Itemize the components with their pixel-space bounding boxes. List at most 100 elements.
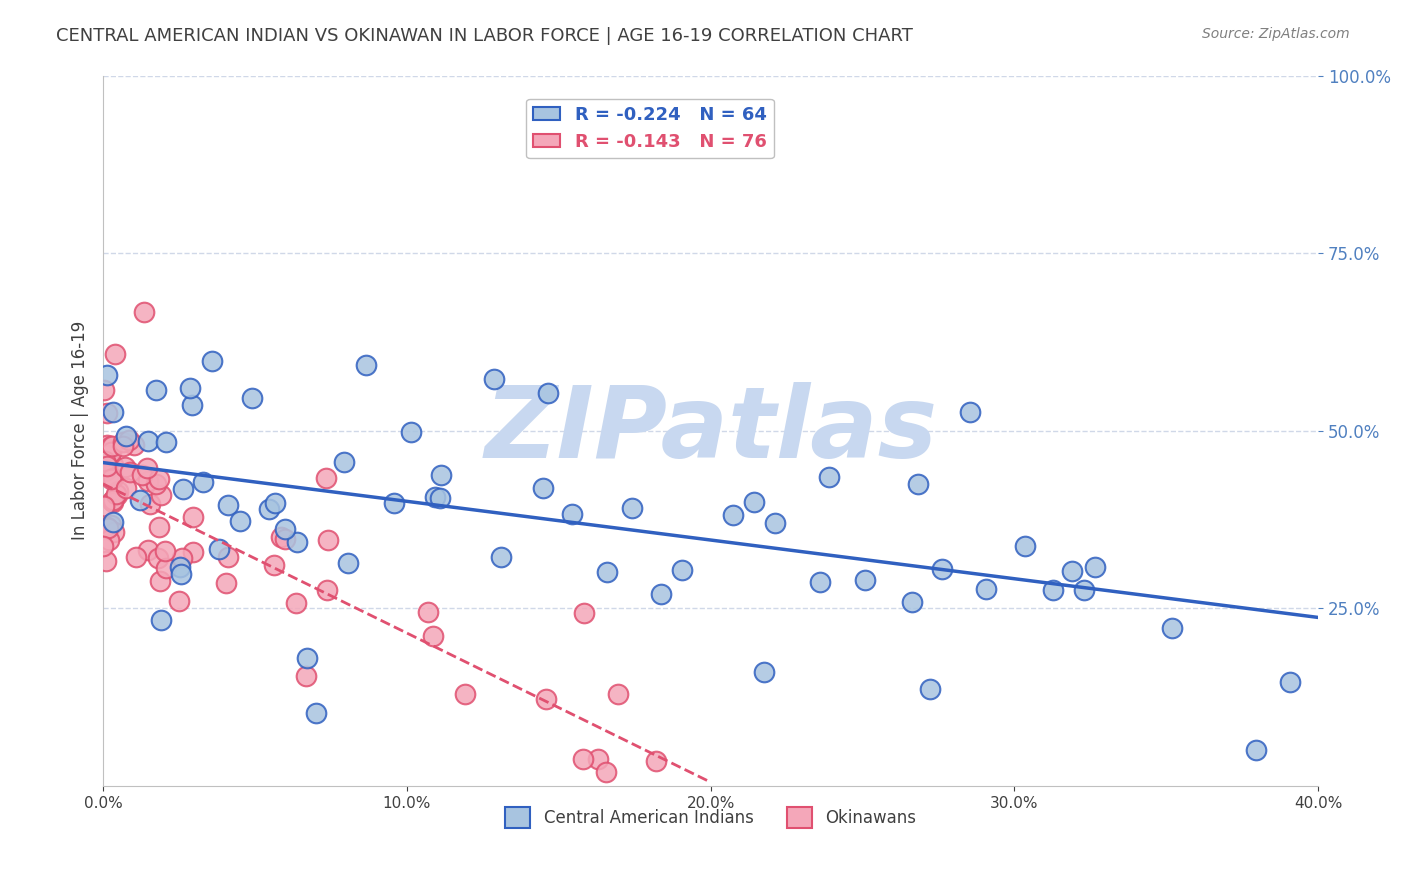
Point bbox=[96, 438, 118, 452]
Point bbox=[273, 522, 295, 536]
Point bbox=[103, 495, 125, 509]
Point bbox=[103, 524, 125, 539]
Point bbox=[101, 515, 124, 529]
Point bbox=[104, 487, 127, 501]
Point bbox=[572, 752, 595, 766]
Point bbox=[644, 754, 666, 768]
Point bbox=[285, 596, 308, 610]
Point bbox=[754, 665, 776, 679]
Point bbox=[620, 500, 643, 515]
Point bbox=[907, 476, 929, 491]
Point bbox=[1042, 582, 1064, 597]
Point bbox=[172, 482, 194, 496]
Point bbox=[572, 607, 595, 621]
Point bbox=[136, 542, 159, 557]
Point bbox=[97, 521, 120, 535]
Point bbox=[179, 381, 201, 395]
Point bbox=[305, 706, 328, 720]
Point bbox=[148, 520, 170, 534]
Point bbox=[105, 487, 128, 501]
Point bbox=[270, 530, 292, 544]
Point bbox=[918, 681, 941, 696]
Text: Source: ZipAtlas.com: Source: ZipAtlas.com bbox=[1202, 27, 1350, 41]
Point bbox=[295, 651, 318, 665]
Point bbox=[155, 561, 177, 575]
Point bbox=[257, 502, 280, 516]
Point bbox=[180, 398, 202, 412]
Point bbox=[155, 435, 177, 450]
Point bbox=[263, 558, 285, 572]
Point bbox=[101, 458, 124, 472]
Point bbox=[416, 605, 439, 619]
Point bbox=[531, 481, 554, 495]
Point bbox=[120, 465, 142, 479]
Point bbox=[818, 470, 841, 484]
Point bbox=[167, 594, 190, 608]
Point bbox=[974, 582, 997, 596]
Legend: Central American Indians, Okinawans: Central American Indians, Okinawans bbox=[499, 801, 922, 834]
Point bbox=[114, 459, 136, 474]
Point bbox=[115, 481, 138, 495]
Point bbox=[1278, 675, 1301, 690]
Point bbox=[315, 471, 337, 485]
Point bbox=[112, 434, 135, 449]
Point bbox=[274, 533, 297, 547]
Point bbox=[595, 764, 617, 779]
Point bbox=[148, 472, 170, 486]
Point bbox=[561, 507, 583, 521]
Point bbox=[423, 491, 446, 505]
Point bbox=[132, 305, 155, 319]
Point bbox=[107, 483, 129, 498]
Point bbox=[1073, 582, 1095, 597]
Point bbox=[93, 454, 115, 468]
Point bbox=[240, 392, 263, 406]
Point bbox=[1014, 539, 1036, 553]
Point bbox=[356, 358, 378, 372]
Point bbox=[96, 407, 118, 421]
Point bbox=[183, 544, 205, 558]
Point bbox=[1084, 560, 1107, 574]
Point bbox=[138, 474, 160, 488]
Point bbox=[537, 386, 560, 401]
Point bbox=[122, 438, 145, 452]
Point bbox=[534, 692, 557, 706]
Point bbox=[93, 500, 115, 514]
Point bbox=[316, 533, 339, 547]
Point bbox=[145, 383, 167, 397]
Text: ZIPatlas: ZIPatlas bbox=[484, 382, 938, 479]
Point bbox=[931, 562, 953, 576]
Point bbox=[588, 752, 610, 766]
Point bbox=[810, 574, 832, 589]
Text: CENTRAL AMERICAN INDIAN VS OKINAWAN IN LABOR FORCE | AGE 16-19 CORRELATION CHART: CENTRAL AMERICAN INDIAN VS OKINAWAN IN L… bbox=[56, 27, 912, 45]
Point bbox=[333, 455, 356, 469]
Point bbox=[96, 519, 118, 533]
Point bbox=[422, 630, 444, 644]
Y-axis label: In Labor Force | Age 16-19: In Labor Force | Age 16-19 bbox=[72, 321, 89, 541]
Point bbox=[763, 516, 786, 530]
Point bbox=[96, 459, 118, 474]
Point bbox=[94, 464, 117, 478]
Point bbox=[115, 429, 138, 443]
Point bbox=[901, 594, 924, 608]
Point bbox=[429, 491, 451, 505]
Point bbox=[153, 543, 176, 558]
Point bbox=[217, 549, 239, 564]
Point bbox=[430, 467, 453, 482]
Point bbox=[93, 383, 115, 397]
Point bbox=[139, 497, 162, 511]
Point bbox=[96, 368, 118, 383]
Point bbox=[215, 575, 238, 590]
Point bbox=[131, 467, 153, 482]
Point bbox=[145, 477, 167, 491]
Point bbox=[316, 582, 339, 597]
Point bbox=[482, 372, 505, 386]
Point bbox=[744, 495, 766, 509]
Point bbox=[1160, 621, 1182, 635]
Point bbox=[172, 551, 194, 566]
Point bbox=[208, 541, 231, 556]
Point bbox=[128, 493, 150, 508]
Point bbox=[96, 448, 118, 462]
Point bbox=[94, 554, 117, 568]
Point bbox=[104, 347, 127, 361]
Point bbox=[287, 535, 309, 549]
